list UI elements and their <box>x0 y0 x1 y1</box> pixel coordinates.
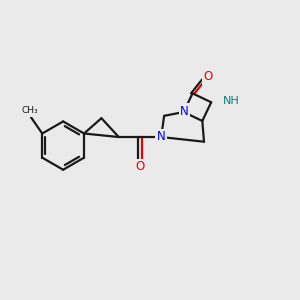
Text: O: O <box>135 160 145 173</box>
Text: CH₃: CH₃ <box>21 106 38 115</box>
Text: N: N <box>180 105 189 118</box>
Text: NH: NH <box>222 96 239 106</box>
Text: O: O <box>203 70 213 83</box>
Text: N: N <box>157 130 166 143</box>
